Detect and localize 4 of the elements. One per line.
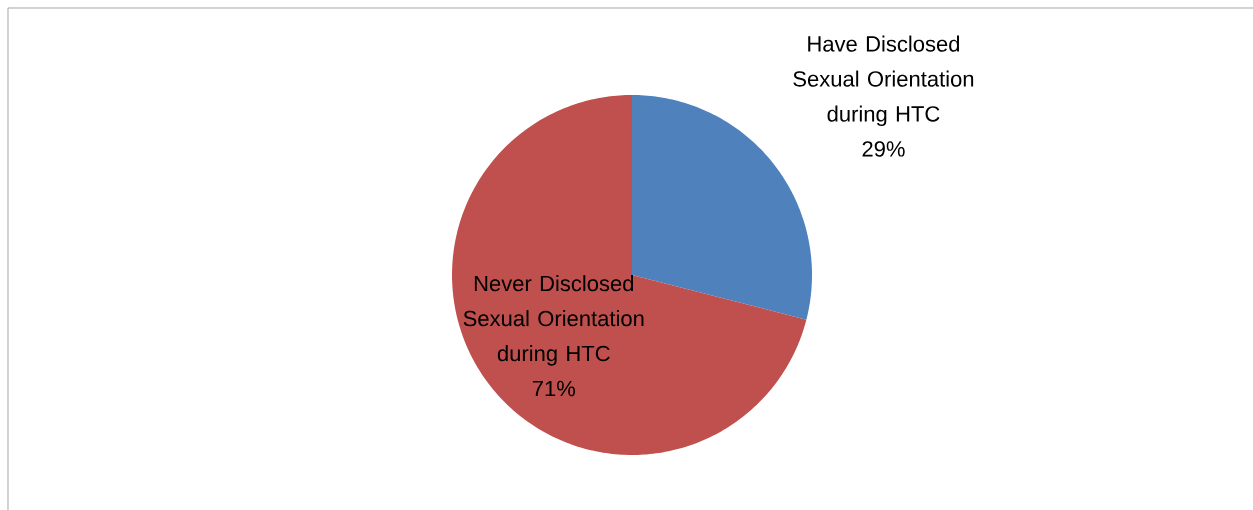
- slice-label: Never Disclosed Sexual Orientation during HTC: [463, 275, 644, 366]
- data-label: 71%: [532, 380, 575, 397]
- slice-label: Have Disclosed Sexual Orientation during HTC: [793, 35, 974, 127]
- data-label: 29%: [862, 141, 905, 157]
